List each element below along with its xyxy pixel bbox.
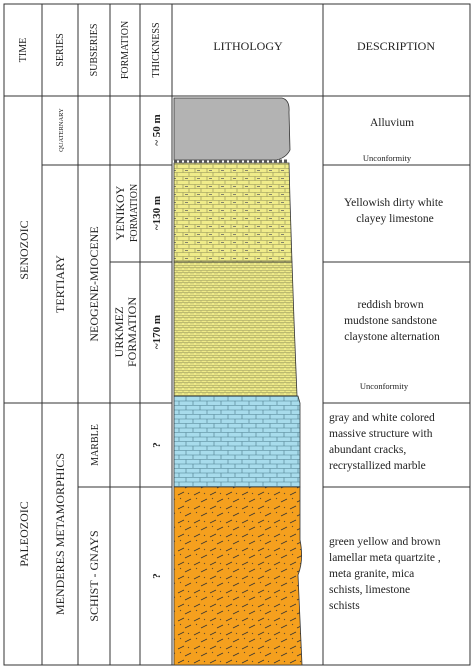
header-time: TIME [18, 38, 29, 62]
series-quaternary: QUATERNARY [58, 108, 65, 152]
urkmez-mudstone-layer [173, 261, 298, 397]
header-formation: FORMATION [120, 21, 131, 79]
thickness-urkmez: ~170 m [151, 315, 163, 349]
description-schist: green yellow and brown lamellar meta qua… [329, 536, 444, 612]
subseries-schist: SCHIST - GNAYS [87, 530, 101, 621]
header-description: DESCRIPTION [357, 39, 435, 53]
thickness-alluvium: ~ 50 m [151, 114, 163, 145]
time-senozoic: SENOZOIC [17, 220, 31, 279]
header-lithology: LITHOLOGY [213, 39, 283, 53]
thickness-yenikoy: ~130 m [151, 196, 163, 230]
formation-yenikoy-line2: FORMATION [129, 184, 140, 242]
unconformity-label-bottom: Unconformity [360, 381, 409, 391]
header-series: SERIES [55, 33, 66, 66]
formation-urkmez-line1: URKMEZ [112, 307, 126, 358]
description-alluvium: Alluvium [370, 117, 414, 129]
header-thickness: THICKNESS [151, 22, 162, 77]
description-yenikoy: Yellowish dirty white clayey limestone [344, 197, 446, 225]
series-tertiary: TERTIARY [53, 255, 67, 313]
thickness-schist: ? [151, 573, 163, 579]
alluvium-layer [173, 97, 291, 161]
unconformity-label-top: Unconformity [363, 153, 412, 163]
yenikoy-limestone-layer [173, 162, 293, 263]
marble-layer [173, 395, 301, 488]
formation-yenikoy-line1: YENIKOY [113, 185, 127, 240]
subseries-marble: MARBLE [90, 424, 101, 466]
subseries-neogene: NEOGENE-MIOCENE [87, 226, 101, 341]
description-marble: gray and white colored massive structure… [329, 412, 438, 472]
schist-gneiss-layer [173, 486, 303, 666]
formation-urkmez-line2: FORMATION [125, 297, 139, 367]
thickness-marble: ? [151, 442, 163, 448]
time-paleozoic: PALEOZOIC [17, 501, 31, 567]
description-urkmez: reddish brown mudstone sandstone claysto… [344, 299, 440, 343]
lithology-column [173, 97, 303, 666]
series-menderes: MENDERES METAMORPHICS [53, 453, 67, 615]
header-subseries: SUBSERIES [89, 24, 100, 77]
